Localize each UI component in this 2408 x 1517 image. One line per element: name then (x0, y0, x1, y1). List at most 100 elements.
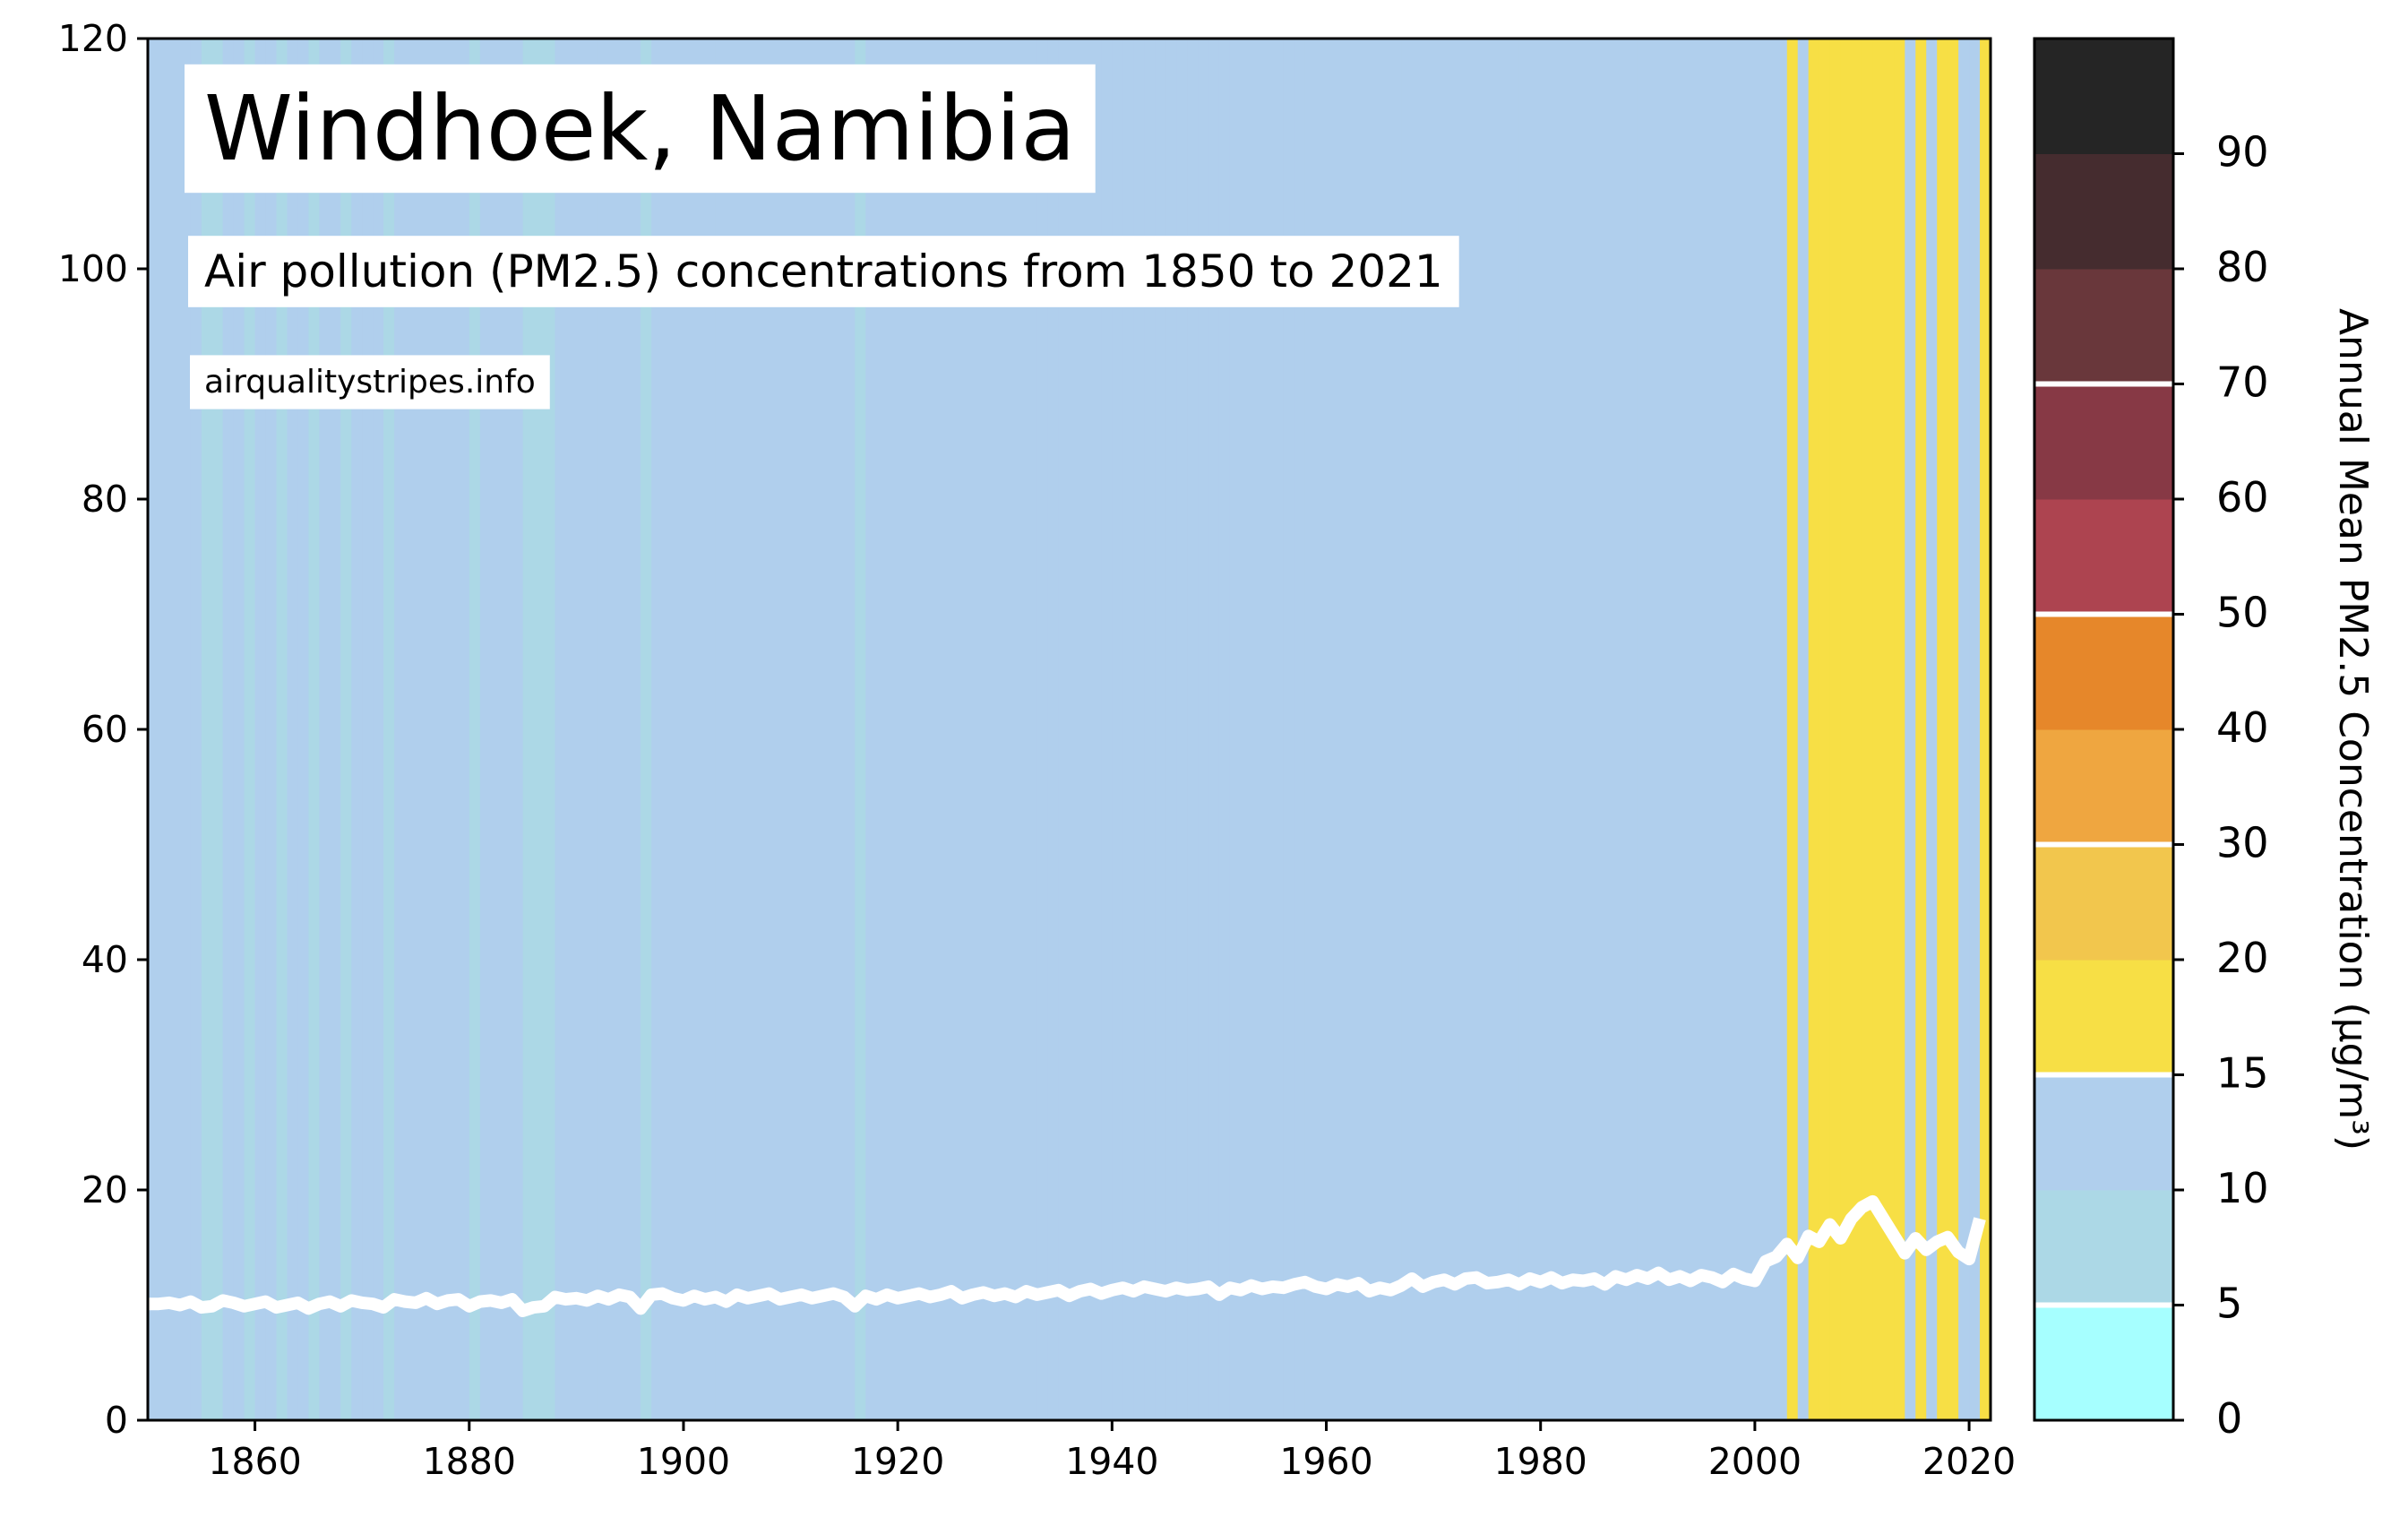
stripe (876, 39, 888, 1420)
stripe (1776, 39, 1788, 1420)
colorbar-tick-label: 40 (2216, 703, 2269, 752)
stripe (1090, 39, 1102, 1420)
stripe (1004, 39, 1017, 1420)
stripe (1905, 39, 1916, 1420)
stripe (1508, 39, 1520, 1420)
stripe (855, 39, 866, 1420)
stripe (1529, 39, 1542, 1420)
stripe (950, 39, 963, 1420)
stripe (1948, 39, 1959, 1420)
stripe (1433, 39, 1445, 1420)
stripe (1347, 39, 1360, 1420)
stripe (1337, 39, 1349, 1420)
colorbar-band (2034, 499, 2173, 615)
colorbar-tick-label: 80 (2216, 243, 2269, 291)
stripe (1218, 39, 1231, 1420)
stripe (779, 39, 792, 1420)
stripe (1690, 39, 1702, 1420)
stripe (993, 39, 1006, 1420)
stripe (1497, 39, 1509, 1420)
stripe (1829, 39, 1842, 1420)
colorbar-tick-label: 15 (2216, 1049, 2269, 1098)
colorbar-tick-label: 70 (2216, 358, 2269, 407)
stripe (961, 39, 974, 1420)
colorbar-tick-label: 90 (2216, 128, 2269, 177)
stripe (1165, 39, 1177, 1420)
stripe (1658, 39, 1670, 1420)
stripe (1926, 39, 1938, 1420)
stripe (704, 39, 717, 1420)
stripe (1669, 39, 1681, 1420)
chart-subtitle-box (188, 236, 1459, 307)
stripe (1155, 39, 1166, 1420)
stripe (769, 39, 781, 1420)
stripe (1475, 39, 1488, 1420)
chart-title-box (185, 64, 1096, 194)
x-tick-label: 1920 (851, 1440, 944, 1483)
x-tick-label: 1960 (1279, 1440, 1372, 1483)
y-tick-label: 100 (58, 247, 128, 290)
stripe (1743, 39, 1756, 1420)
colorbar-tick-label: 10 (2216, 1164, 2269, 1212)
stripe (983, 39, 995, 1420)
stripe (1937, 39, 1948, 1420)
stripe (1187, 39, 1199, 1420)
stripe (168, 39, 181, 1420)
y-tick-label: 120 (58, 17, 128, 60)
x-tick-label: 1880 (423, 1440, 516, 1483)
stripe (1808, 39, 1820, 1420)
colorbar-tick-label: 30 (2216, 819, 2269, 867)
stripe (1518, 39, 1531, 1420)
stripe (930, 39, 942, 1420)
stripe (1079, 39, 1092, 1420)
stripe (1058, 39, 1071, 1420)
x-tick-label: 2020 (1922, 1440, 2016, 1483)
stripe (940, 39, 952, 1420)
y-tick-label: 40 (82, 938, 128, 981)
colorbar-band (2034, 1190, 2173, 1306)
stripe (158, 39, 170, 1420)
stripe (972, 39, 985, 1420)
stripe (608, 39, 620, 1420)
overlay: Windhoek, Namibia Air pollution (PM2.5) c… (185, 64, 1459, 409)
stripe (898, 39, 909, 1420)
stripe (1915, 39, 1927, 1420)
stripe (726, 39, 738, 1420)
stripe (1047, 39, 1060, 1420)
colorbar-band (2034, 1074, 2173, 1191)
colorbar-tick-label: 0 (2216, 1394, 2242, 1443)
stripe (1369, 39, 1380, 1420)
stripe (598, 39, 609, 1420)
stripe (908, 39, 920, 1420)
y-tick-label: 20 (82, 1168, 128, 1211)
colorbar-band (2034, 844, 2173, 961)
colorbar-band (2034, 269, 2173, 384)
stripe (1862, 39, 1874, 1420)
stripe (1733, 39, 1745, 1420)
stripe (693, 39, 706, 1420)
stripe (790, 39, 803, 1420)
y-tick-label: 80 (82, 478, 128, 521)
x-tick-label: 1980 (1494, 1440, 1587, 1483)
stripe (1198, 39, 1209, 1420)
stripe (1583, 39, 1595, 1420)
stripe (673, 39, 684, 1420)
stripe (662, 39, 674, 1420)
stripe (1036, 39, 1049, 1420)
stripe (1069, 39, 1081, 1420)
stripe (1872, 39, 1885, 1420)
stripe (1412, 39, 1423, 1420)
stripe (1551, 39, 1563, 1420)
x-tick-label: 1860 (208, 1440, 301, 1483)
x-tick-label: 2000 (1708, 1440, 1802, 1483)
colorbar-band (2034, 153, 2173, 270)
stripe (1026, 39, 1038, 1420)
stripe (148, 39, 159, 1420)
source-label-box (190, 355, 550, 409)
colorbar-band (2034, 1305, 2173, 1421)
stripe (630, 39, 641, 1420)
stripe (1112, 39, 1123, 1420)
stripe (822, 39, 834, 1420)
stripe (1133, 39, 1145, 1420)
